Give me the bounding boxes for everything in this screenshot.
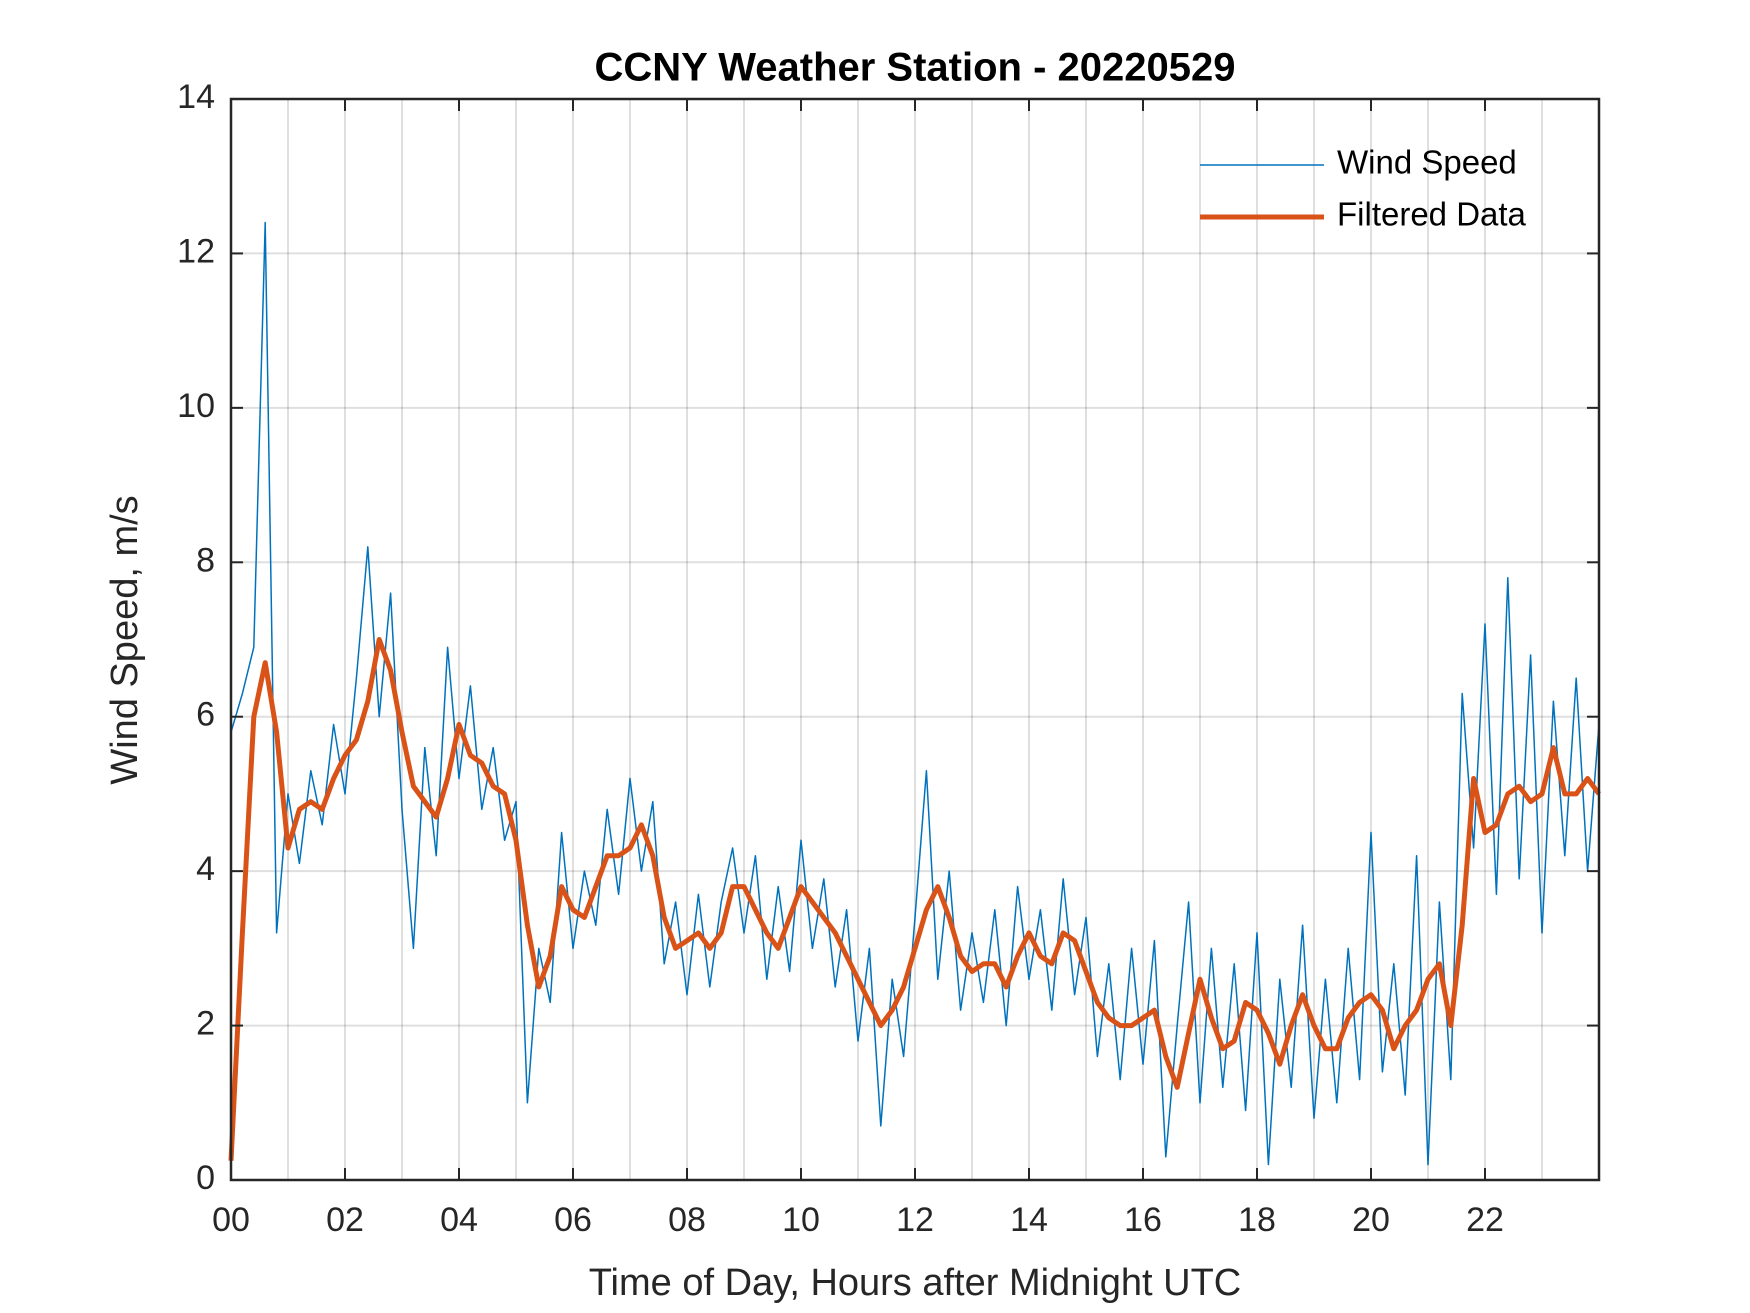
y-tick-label: 12 — [177, 232, 215, 270]
x-axis-label: Time of Day, Hours after Midnight UTC — [589, 1262, 1242, 1304]
y-tick-label: 10 — [177, 387, 215, 425]
data-line — [230, 221, 1600, 1166]
chart-title: CCNY Weather Station - 20220529 — [595, 46, 1236, 90]
x-tick-label: 22 — [1466, 1201, 1504, 1239]
x-tick-label: 04 — [440, 1201, 478, 1239]
axes-box — [229, 97, 1601, 1182]
y-tick-label: 6 — [196, 696, 215, 734]
y-tick-label: 14 — [177, 78, 215, 116]
y-tick-label: 4 — [196, 850, 215, 888]
legend-label: Filtered Data — [1337, 196, 1527, 233]
x-tick-label: 10 — [782, 1201, 820, 1239]
x-tick-label: 18 — [1238, 1201, 1276, 1239]
y-tick-label: 2 — [196, 1005, 215, 1043]
y-tick-label: 8 — [196, 541, 215, 579]
y-tick-label: 0 — [196, 1159, 215, 1197]
y-axis-label: Wind Speed, m/s — [104, 495, 146, 784]
legend-label: Wind Speed — [1337, 144, 1517, 181]
x-tick-label: 12 — [896, 1201, 934, 1239]
x-tick-label: 06 — [554, 1201, 592, 1239]
x-tick-label: 16 — [1124, 1201, 1162, 1239]
x-tick-label: 00 — [212, 1201, 250, 1239]
x-tick-label: 14 — [1010, 1201, 1048, 1239]
x-tick-label: 08 — [668, 1201, 706, 1239]
plot-area — [228, 221, 1602, 1166]
grid — [230, 98, 1599, 1181]
x-tick-label: 20 — [1352, 1201, 1390, 1239]
x-tick-label: 02 — [326, 1201, 364, 1239]
legend: Wind Speed Filtered Data — [1200, 144, 1527, 233]
data-line — [228, 637, 1602, 1161]
